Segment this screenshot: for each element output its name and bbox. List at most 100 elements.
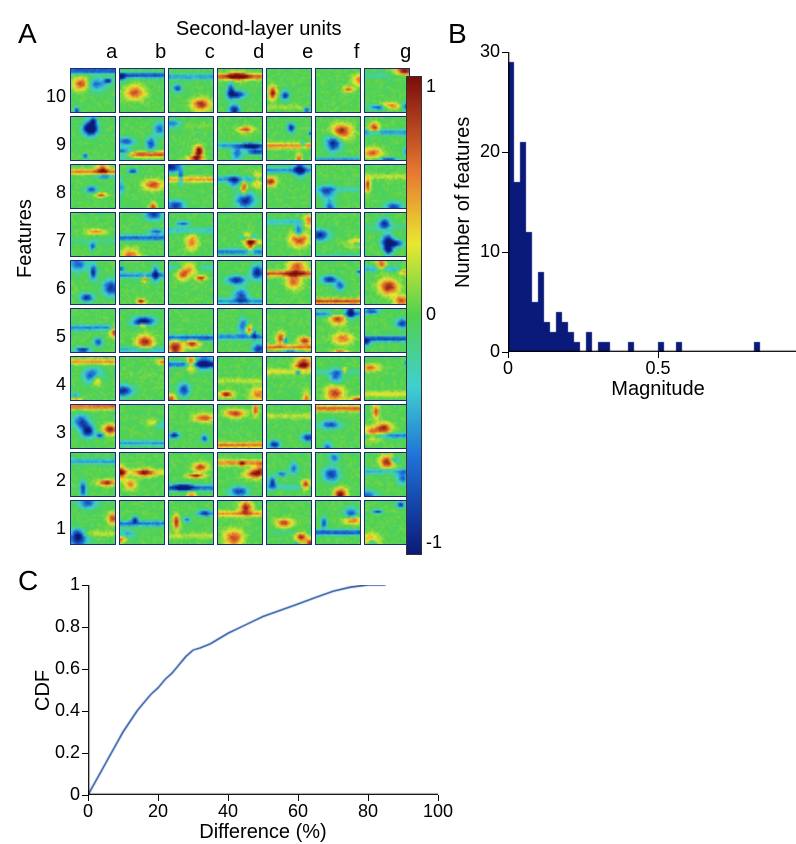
y-tick: [82, 669, 88, 670]
col-header: g: [383, 41, 429, 64]
heatmap-cell: [315, 452, 361, 497]
x-axis-label: Magnitude: [508, 378, 796, 401]
col-header: b: [138, 41, 184, 64]
panel-a-row-labels: 10987654321: [50, 74, 66, 551]
heatmap-cell: [364, 116, 410, 161]
panel-a-label: A: [18, 18, 37, 50]
heatmap-cell: [70, 116, 116, 161]
heatmap-cell: [119, 500, 165, 545]
colorbar-tick: 0: [426, 304, 442, 325]
y-tick: [82, 753, 88, 754]
row-label: 5: [50, 314, 66, 359]
heatmap-cell: [168, 68, 214, 113]
heatmap-cell: [119, 116, 165, 161]
y-axis-label: Number of features: [452, 116, 475, 287]
heatmap-cell: [70, 404, 116, 449]
heatmap-cell: [315, 356, 361, 401]
heatmap-cell: [364, 164, 410, 209]
heatmap-cell: [266, 164, 312, 209]
heatmap-cell: [70, 308, 116, 353]
heatmap-cell: [168, 212, 214, 257]
y-tick: [502, 352, 508, 353]
x-tick-label: 20: [138, 801, 178, 822]
col-header: e: [285, 41, 331, 64]
heatmap-cell: [266, 356, 312, 401]
col-header: c: [187, 41, 233, 64]
y-tick-label: 1: [40, 574, 80, 595]
row-label: 10: [50, 74, 66, 119]
y-tick-label: 0: [40, 784, 80, 805]
heatmap-cell: [315, 164, 361, 209]
heatmap-cell: [70, 164, 116, 209]
heatmap-cell: [364, 212, 410, 257]
heatmap-cell: [266, 404, 312, 449]
y-axis-label: CDF: [32, 669, 55, 710]
heatmap-cell: [315, 404, 361, 449]
colorbar-tick: 1: [426, 76, 442, 97]
x-axis-label: Difference (%): [88, 821, 438, 844]
y-tick: [82, 585, 88, 586]
heatmap-cell: [168, 500, 214, 545]
heatmap-cell: [315, 260, 361, 305]
heatmap-cell: [217, 404, 263, 449]
x-tick-label: 100: [418, 801, 458, 822]
y-tick: [502, 152, 508, 153]
heatmap-cell: [266, 308, 312, 353]
heatmap-cell: [364, 356, 410, 401]
heatmap-cell: [217, 452, 263, 497]
heatmap-cell: [168, 308, 214, 353]
row-label: 2: [50, 458, 66, 503]
y-tick: [82, 711, 88, 712]
heatmap-cell: [266, 116, 312, 161]
cdf-axis: 02040608010000.20.40.60.81Difference (%)…: [88, 585, 438, 795]
heatmap-cell: [70, 356, 116, 401]
y-tick-label: 30: [460, 41, 500, 62]
x-tick-label: 60: [278, 801, 318, 822]
heatmap-cell: [168, 260, 214, 305]
heatmap-cell: [364, 500, 410, 545]
heatmap-cell: [364, 308, 410, 353]
panel-b: B 00.510102030MagnitudeNumber of feature…: [448, 18, 788, 357]
heatmap-cell: [364, 260, 410, 305]
heatmap-cell: [70, 68, 116, 113]
col-header: f: [334, 41, 380, 64]
x-tick-label: 80: [348, 801, 388, 822]
heatmap-cell: [119, 404, 165, 449]
heatmap-cell: [168, 116, 214, 161]
y-tick: [502, 252, 508, 253]
heatmap-cell: [217, 356, 263, 401]
heatmap-cell: [315, 308, 361, 353]
heatmap-cell: [119, 68, 165, 113]
heatmap-cell: [364, 452, 410, 497]
heatmap-cell: [364, 404, 410, 449]
panel-a: A Second-layer units abcdefg Features 10…: [18, 18, 418, 545]
col-header: a: [89, 41, 135, 64]
heatmap-cell: [266, 500, 312, 545]
heatmap-cell: [217, 164, 263, 209]
heatmap-cell: [217, 308, 263, 353]
heatmap-cell: [168, 164, 214, 209]
x-tick-label: 40: [208, 801, 248, 822]
heatmap-cell: [266, 260, 312, 305]
panel-a-ylabel: Features: [14, 199, 37, 278]
colorbar-tick: -1: [426, 532, 442, 553]
row-label: 7: [50, 218, 66, 263]
heatmap-cell: [315, 116, 361, 161]
heatmap-cell: [168, 356, 214, 401]
panel-a-col-headers: abcdefg: [89, 41, 429, 64]
heatmap-cell: [315, 68, 361, 113]
heatmap-cell: [217, 212, 263, 257]
heatmap-cell: [70, 260, 116, 305]
heatmap-cell: [70, 452, 116, 497]
heatmap-cell: [70, 212, 116, 257]
heatmap-grid: [70, 68, 418, 545]
heatmap-cell: [217, 68, 263, 113]
heatmap-cell: [119, 452, 165, 497]
heatmap-cell: [315, 500, 361, 545]
y-tick-label: 0.8: [40, 616, 80, 637]
panel-c: C 02040608010000.20.40.60.81Difference (…: [18, 565, 478, 800]
heatmap-cell: [168, 404, 214, 449]
y-tick: [82, 795, 88, 796]
heatmap-cell: [266, 68, 312, 113]
panel-a-title: Second-layer units: [89, 18, 429, 41]
